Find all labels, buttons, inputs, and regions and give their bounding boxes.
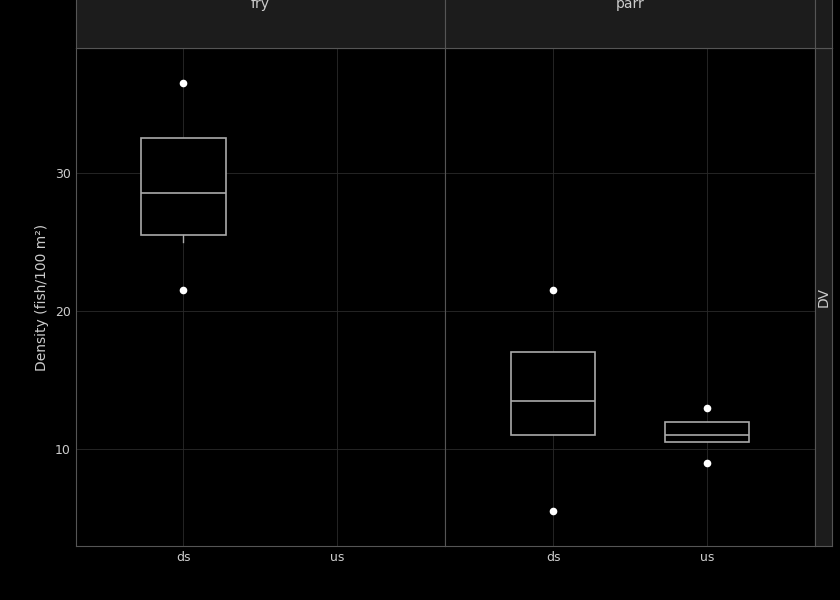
Bar (511, 352, 596, 436)
Text: DV: DV (816, 287, 830, 307)
Text: parr: parr (616, 0, 644, 11)
Text: parr: parr (0, 599, 1, 600)
Text: fry: fry (251, 0, 270, 11)
Y-axis label: Density (fish/100 m²): Density (fish/100 m²) (35, 223, 50, 371)
Text: fry: fry (0, 599, 1, 600)
Bar (141, 138, 226, 235)
Bar (664, 421, 749, 442)
